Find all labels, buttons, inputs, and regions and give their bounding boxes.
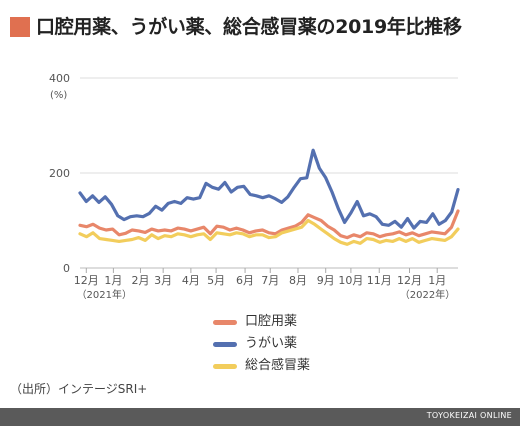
x-tick-label: 4月 (182, 274, 200, 287)
x-tick-year-label: （2021年） (77, 288, 132, 300)
legend-label: 口腔用薬 (245, 314, 298, 329)
x-tick-label: 8月 (289, 274, 307, 287)
legend-label: 総合感冒薬 (245, 358, 311, 373)
series-line (78, 148, 460, 230)
y-tick-label: 400 (49, 72, 70, 85)
footer-bar: TOYOKEIZAI ONLINE (0, 408, 520, 426)
x-tick-label: 10月 (338, 274, 363, 287)
x-tick-label: 3月 (154, 274, 172, 287)
x-tick-label: 12月 (397, 274, 422, 287)
footer-brand: TOYOKEIZAI ONLINE (426, 411, 512, 420)
x-tick-label: 2月 (131, 274, 149, 287)
x-tick-label: 1月 (104, 274, 122, 287)
legend-label: うがい薬 (245, 336, 298, 351)
y-tick-label: 0 (63, 262, 70, 275)
x-tick-label: 7月 (261, 274, 279, 287)
x-tick-label: 5月 (207, 274, 225, 287)
x-tick-label: 9月 (317, 274, 335, 287)
legend-swatch (213, 342, 237, 347)
legend-item: うがい薬 (213, 335, 413, 353)
y-axis-unit: (%) (50, 90, 67, 101)
legend-item: 総合感冒薬 (213, 357, 413, 375)
x-tick-label: 6月 (236, 274, 254, 287)
title-square-icon (10, 17, 30, 37)
y-tick-label: 200 (49, 167, 70, 180)
x-tick-label: 1月 (428, 274, 446, 287)
legend-swatch (213, 320, 237, 325)
x-tick-year-label: （2022年） (400, 288, 455, 300)
x-tick-label: 11月 (367, 274, 392, 287)
x-tick-label: 12月 (74, 274, 99, 287)
legend-item: 口腔用薬 (213, 313, 413, 331)
chart-title: 口腔用薬、うがい薬、総合感冒薬の2019年比推移 (10, 14, 520, 42)
series-line (78, 209, 460, 240)
source-note: （出所）インテージSRI+ (10, 382, 148, 396)
series-line (78, 218, 460, 246)
legend-swatch (213, 364, 237, 369)
chart-title-text: 口腔用薬、うがい薬、総合感冒薬の2019年比推移 (36, 16, 462, 38)
